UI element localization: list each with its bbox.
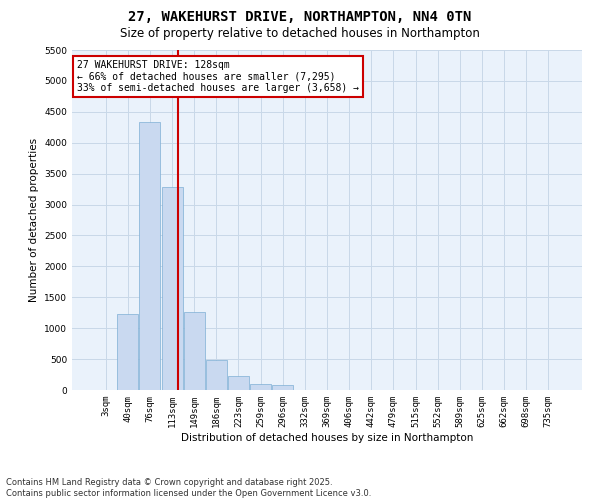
Bar — [184, 312, 205, 390]
Text: Contains HM Land Registry data © Crown copyright and database right 2025.
Contai: Contains HM Land Registry data © Crown c… — [6, 478, 371, 498]
Bar — [161, 187, 182, 390]
Bar — [250, 384, 271, 390]
Bar — [139, 122, 160, 390]
Bar — [228, 376, 249, 390]
X-axis label: Distribution of detached houses by size in Northampton: Distribution of detached houses by size … — [181, 432, 473, 442]
Text: Size of property relative to detached houses in Northampton: Size of property relative to detached ho… — [120, 28, 480, 40]
Y-axis label: Number of detached properties: Number of detached properties — [29, 138, 38, 302]
Text: 27 WAKEHURST DRIVE: 128sqm
← 66% of detached houses are smaller (7,295)
33% of s: 27 WAKEHURST DRIVE: 128sqm ← 66% of deta… — [77, 60, 359, 94]
Bar — [118, 314, 139, 390]
Text: 27, WAKEHURST DRIVE, NORTHAMPTON, NN4 0TN: 27, WAKEHURST DRIVE, NORTHAMPTON, NN4 0T… — [128, 10, 472, 24]
Bar — [206, 360, 227, 390]
Bar — [272, 386, 293, 390]
